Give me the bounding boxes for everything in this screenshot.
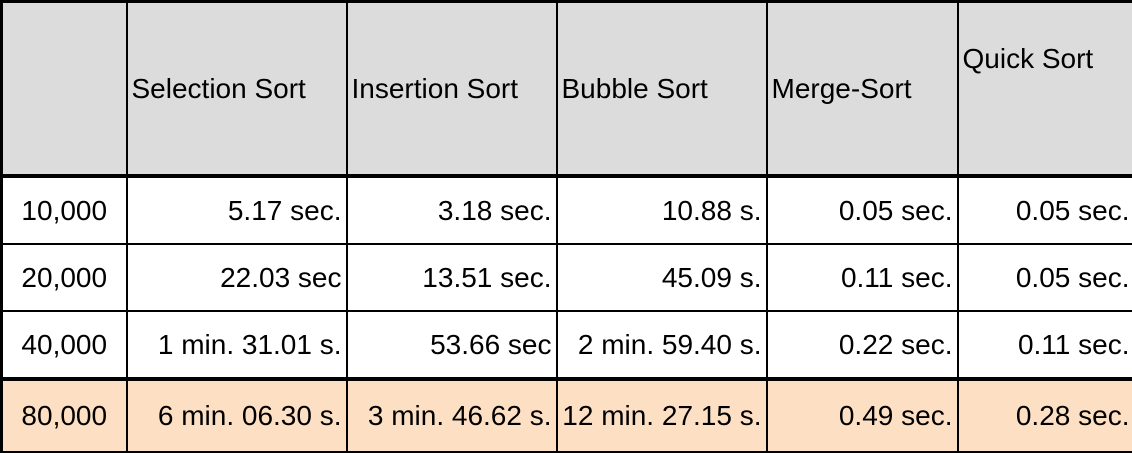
header-insertion-sort: Insertion Sort [347,2,557,177]
table-cell: 0.05 sec. [767,176,958,244]
header-bubble-sort: Bubble Sort [557,2,767,177]
table-row: 20,000 22.03 sec 13.51 sec. 45.09 s. 0.1… [2,244,1132,311]
table-cell: 53.66 sec [347,311,557,379]
table-cell: 0.11 sec. [958,311,1132,379]
highlighted-table-row: 80,000 6 min. 06.30 s. 3 min. 46.62 s. 1… [2,379,1132,452]
row-label: 40,000 [2,311,127,379]
header-merge-sort: Merge-Sort [767,2,958,177]
table-cell: 0.22 sec. [767,311,958,379]
table-cell: 45.09 s. [557,244,767,311]
row-label: 10,000 [2,176,127,244]
table-cell: 22.03 sec [127,244,347,311]
table-cell: 6 min. 06.30 s. [127,379,347,452]
row-label: 80,000 [2,379,127,452]
table-cell: 1 min. 31.01 s. [127,311,347,379]
table-cell: 0.11 sec. [767,244,958,311]
table-cell: 5.17 sec. [127,176,347,244]
table-cell: 0.49 sec. [767,379,958,452]
table-row: 40,000 1 min. 31.01 s. 53.66 sec 2 min. … [2,311,1132,379]
table-cell: 12 min. 27.15 s. [557,379,767,452]
header-quick-sort: Quick Sort [958,2,1132,177]
header-corner-cell [2,2,127,177]
table-cell: 3.18 sec. [347,176,557,244]
table-cell: 3 min. 46.62 s. [347,379,557,452]
header-row: Selection Sort Insertion Sort Bubble Sor… [2,2,1132,177]
row-label: 20,000 [2,244,127,311]
table-row: 10,000 5.17 sec. 3.18 sec. 10.88 s. 0.05… [2,176,1132,244]
table-cell: 10.88 s. [557,176,767,244]
table-cell: 0.05 sec. [958,176,1132,244]
header-selection-sort: Selection Sort [127,2,347,177]
table-cell: 2 min. 59.40 s. [557,311,767,379]
table-cell: 0.28 sec. [958,379,1132,452]
table-cell: 13.51 sec. [347,244,557,311]
table-cell: 0.05 sec. [958,244,1132,311]
